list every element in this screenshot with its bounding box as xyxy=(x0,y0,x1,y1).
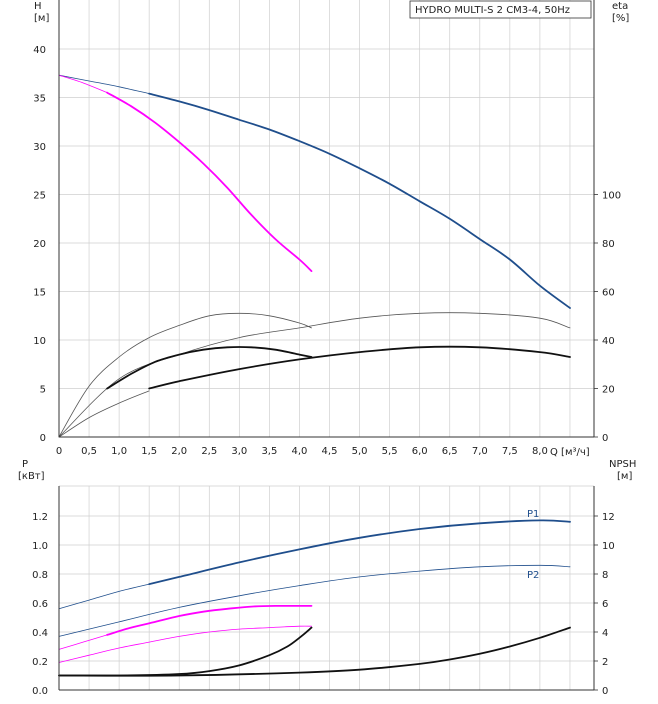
bottom-p1-reduced-line xyxy=(106,604,313,636)
bottom-right-tick-label: 12 xyxy=(602,512,615,523)
top-right-axis-label: eta xyxy=(612,1,628,12)
x-tick-label: 4,0 xyxy=(291,446,307,457)
x-tick-label: 7,0 xyxy=(472,446,488,457)
top-left-axis-label: H xyxy=(34,1,42,12)
x-tick-label: 0,5 xyxy=(81,446,97,457)
top-right-tick-label: 20 xyxy=(602,385,615,396)
top-right-tick-label: 0 xyxy=(602,433,608,444)
top-left-tick-label: 10 xyxy=(33,336,46,347)
bottom-right-tick-label: 2 xyxy=(602,657,608,668)
bottom-right-tick-label: 6 xyxy=(602,599,608,610)
top-left-axis-unit: [м] xyxy=(34,13,49,24)
bottom-left-axis-unit: [кВт] xyxy=(18,471,45,482)
top-right-tick-label: 80 xyxy=(602,239,615,250)
x-tick-label: 3,5 xyxy=(261,446,277,457)
axes-layer: 0 0,5 1,0 1,5 2,0 2,5 3,0 3,5 4,0 4,5 5,0 5,5 6,0 6,5… xyxy=(32,0,621,697)
top-eta-reduced-line xyxy=(106,346,313,390)
top-h-full-speed-line xyxy=(148,92,571,309)
x-tick-label: 6,5 xyxy=(442,446,458,457)
top-left-tick-label: 35 xyxy=(33,94,46,105)
top-left-tick-label: 40 xyxy=(33,45,46,56)
x-tick-label: 2,0 xyxy=(171,446,187,457)
bottom-right-tick-label: 0 xyxy=(602,686,608,697)
bottom-p2-reduced-line xyxy=(58,625,312,663)
bottom-left-tick-label: 1.0 xyxy=(32,541,48,552)
bottom-right-tick-label: 8 xyxy=(602,570,608,581)
top-left-tick-label: 15 xyxy=(33,288,46,299)
bottom-p1-line xyxy=(148,519,571,585)
top-right-tick-label: 40 xyxy=(602,336,615,347)
bottom-left-tick-label: 0.0 xyxy=(32,686,48,697)
top-left-tick-label: 25 xyxy=(33,191,46,202)
bottom-npsh-full-line xyxy=(58,626,571,677)
bottom-left-axis-label: P xyxy=(22,459,28,470)
top-right-axis-unit: [%] xyxy=(612,13,629,24)
top-left-tick-label: 30 xyxy=(33,142,46,153)
top-eta-full-line xyxy=(148,345,571,390)
x-tick-label: 3,0 xyxy=(231,446,247,457)
x-tick-label: 5,5 xyxy=(382,446,398,457)
top-h-full-speed-thin-line xyxy=(58,74,150,94)
top-eta-thin-reduced-line xyxy=(58,312,312,438)
top-h-reduced-speed-line xyxy=(106,91,313,272)
x-tick-label: 0 xyxy=(56,446,62,457)
top-h-reduced-speed-thin-line xyxy=(58,74,108,93)
top-left-tick-label: 5 xyxy=(40,385,46,396)
top-eta-thin-full-line xyxy=(58,312,571,438)
top-right-tick-label: 100 xyxy=(602,191,621,202)
x-tick-label: 6,0 xyxy=(412,446,428,457)
top-left-tick-label: 20 xyxy=(33,239,46,250)
x-tick-label: 2,5 xyxy=(201,446,217,457)
bottom-p2-line xyxy=(58,564,571,637)
top-left-tick-label: 0 xyxy=(40,433,46,444)
bottom-right-axis-label: NPSH xyxy=(609,459,636,470)
x-tick-label: 4,5 xyxy=(322,446,338,457)
bottom-right-axis-unit: [м] xyxy=(617,471,632,482)
x-tick-label: 1,0 xyxy=(111,446,127,457)
bottom-left-tick-label: 0.6 xyxy=(32,599,48,610)
x-tick-label: 1,5 xyxy=(141,446,157,457)
chart-title: HYDRO MULTI-S 2 CM3-4, 50Hz xyxy=(415,5,570,16)
x-axis-label: Q [м³/ч] xyxy=(550,447,590,458)
bottom-left-tick-label: 0.2 xyxy=(32,657,48,668)
x-tick-label: 7,5 xyxy=(502,446,518,457)
bottom-right-tick-label: 4 xyxy=(602,628,608,639)
bottom-right-tick-label: 10 xyxy=(602,541,615,552)
top-eta-thin-inner-line xyxy=(58,390,150,438)
series-layer xyxy=(58,74,571,677)
title-box xyxy=(409,0,592,19)
bottom-npsh-reduced-line xyxy=(58,626,313,677)
x-tick-label: 8,0 xyxy=(532,446,548,457)
bottom-left-tick-label: 0.4 xyxy=(32,628,48,639)
p1-label: P1 xyxy=(527,509,539,520)
bottom-p1-reduced-thin-line xyxy=(58,634,108,650)
bottom-p1-thin-line xyxy=(58,583,150,610)
bottom-grid xyxy=(58,485,594,691)
bottom-left-tick-label: 1.2 xyxy=(32,512,48,523)
top-grid xyxy=(58,0,594,438)
p2-label: P2 xyxy=(527,570,539,581)
x-tick-label: 5,0 xyxy=(352,446,368,457)
top-right-tick-label: 60 xyxy=(602,288,615,299)
bottom-left-tick-label: 0.8 xyxy=(32,570,48,581)
